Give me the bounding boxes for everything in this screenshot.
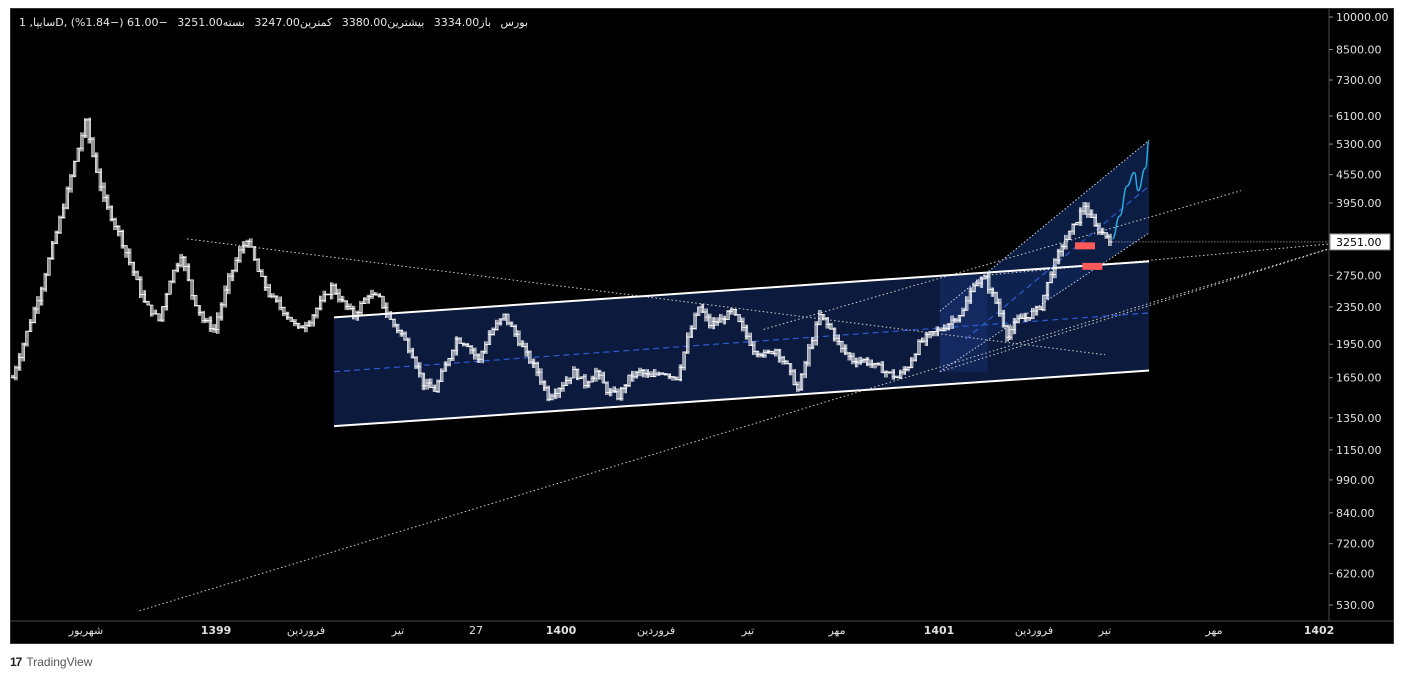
rising-upper-line <box>939 139 1150 312</box>
legend-symbol: سایپا, 1D, بورس <box>19 16 529 29</box>
last-price-tag <box>1329 233 1391 251</box>
x-tick-label: 1402 <box>1304 624 1335 637</box>
y-tick-label: 530.00 <box>1336 599 1375 612</box>
support-box-1 <box>1075 242 1095 250</box>
x-tick-label: فروردین <box>637 624 675 637</box>
legend-close: بسته3251.00 <box>177 16 245 29</box>
rising-channel-fill <box>939 140 1150 372</box>
x-tick-label: تیر <box>391 624 404 637</box>
x-tick-label: شهریور <box>68 624 103 637</box>
chart-canvas[interactable]: 10000.00 8500.00 7300.00 6100.00 5300.00 4550… <box>11 9 1393 643</box>
y-tick-label: 3950.00 <box>1336 197 1382 210</box>
tradingview-logo-icon[interactable]: 17 <box>10 655 22 669</box>
legend-change: −61.00 (−1.84%) <box>70 16 168 29</box>
time-axis: شهریور 1399 فروردین تیر 27 1400 فروردین تیر مهر 1… <box>11 620 1393 637</box>
y-tick-label: 4550.00 <box>1336 169 1382 182</box>
y-tick-label: 840.00 <box>1336 507 1375 520</box>
y-tick-label: 1950.00 <box>1336 338 1382 351</box>
y-tick-label: 2750.00 <box>1336 269 1382 282</box>
x-tick-label: فروردین <box>287 624 325 637</box>
projection-curve <box>1111 139 1150 240</box>
channel-upper-line <box>333 260 1150 319</box>
last-price-label: 3251.00 <box>1336 236 1382 249</box>
y-tick-label: 1350.00 <box>1336 412 1382 425</box>
y-tick-label: 620.00 <box>1336 568 1375 581</box>
x-tick-label: فروردین <box>1015 624 1053 637</box>
y-tick-label: 2350.00 <box>1336 301 1382 314</box>
support-box-2 <box>1082 262 1103 270</box>
chart-frame[interactable]: 10000.00 8500.00 7300.00 6100.00 5300.00 4550… <box>10 8 1394 644</box>
x-tick-label: 1401 <box>924 624 955 637</box>
x-tick-label: تیر <box>741 624 754 637</box>
channel-lower-line <box>334 369 1150 428</box>
y-tick-label: 5300.00 <box>1336 138 1382 151</box>
price-axis: 10000.00 8500.00 7300.00 6100.00 5300.00 4550… <box>1328 9 1391 621</box>
footer: 17 TradingView <box>10 654 92 670</box>
legend-high: بیشترین3380.00 <box>341 16 425 29</box>
legend-open: باز3334.00 <box>433 16 492 29</box>
trendline-high-projection <box>983 241 1352 276</box>
y-tick-label: 6100.00 <box>1336 110 1382 123</box>
x-tick-label: 1400 <box>546 624 577 637</box>
y-tick-label: 1150.00 <box>1336 444 1382 457</box>
x-tick-label: 1399 <box>201 624 232 637</box>
trendline-long-support <box>139 241 1352 612</box>
y-tick-label: 990.00 <box>1336 474 1375 487</box>
x-tick-label: تیر <box>1098 624 1111 637</box>
y-tick-label: 720.00 <box>1336 538 1375 551</box>
y-tick-label: 7300.00 <box>1336 74 1382 87</box>
brand-name[interactable]: TradingView <box>26 655 93 669</box>
y-tick-label: 8500.00 <box>1336 44 1382 57</box>
y-tick-label: 1650.00 <box>1336 372 1382 385</box>
legend-low: کمترین3247.00 <box>254 16 333 29</box>
x-tick-label: 27 <box>469 624 483 637</box>
x-tick-label: مهر <box>1204 624 1222 637</box>
y-tick-label: 10000.00 <box>1336 11 1389 24</box>
x-tick-label: مهر <box>827 624 845 637</box>
ohlc-legend: سایپا, 1D, بورس باز3334.00 بیشترین3380.0… <box>19 16 534 29</box>
candle-series <box>11 117 1113 402</box>
